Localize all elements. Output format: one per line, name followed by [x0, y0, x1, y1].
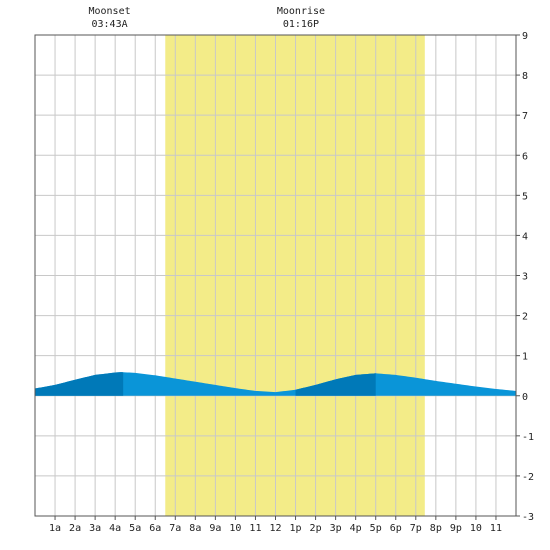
x-tick-label: 3a — [89, 523, 101, 534]
x-tick-label: 6a — [149, 523, 161, 534]
x-tick-label: 7a — [169, 523, 181, 534]
y-tick-label: -1 — [522, 432, 534, 443]
y-tick-label: 8 — [522, 71, 528, 82]
x-tick-label: 3p — [330, 523, 342, 534]
x-tick-label: 9p — [450, 523, 462, 534]
x-tick-label: 4p — [350, 523, 362, 534]
x-tick-label: 8a — [189, 523, 201, 534]
y-tick-label: 7 — [522, 111, 528, 122]
x-tick-label: 7p — [410, 523, 422, 534]
y-tick-label: 1 — [522, 352, 528, 363]
moon-event-label: Moonset — [88, 6, 130, 17]
y-tick-label: 4 — [522, 231, 528, 242]
moon-event-label: Moonrise — [277, 6, 325, 17]
y-tick-label: 3 — [522, 272, 528, 283]
x-tick-label: 10 — [470, 523, 482, 534]
tide-area-dark-segment — [35, 372, 124, 396]
x-tick-label: 8p — [430, 523, 442, 534]
y-tick-label: 0 — [522, 392, 528, 403]
x-tick-label: 4a — [109, 523, 121, 534]
moon-event-time: 03:43A — [91, 19, 127, 30]
moon-event-time: 01:16P — [283, 19, 319, 30]
x-tick-label: 6p — [390, 523, 402, 534]
x-tick-label: 5p — [370, 523, 382, 534]
x-tick-label: 1p — [290, 523, 302, 534]
x-tick-label: 1a — [49, 523, 61, 534]
x-tick-label: 2a — [69, 523, 81, 534]
x-tick-label: 2p — [310, 523, 322, 534]
y-tick-label: -2 — [522, 472, 534, 483]
x-tick-label: 11 — [490, 523, 502, 534]
x-tick-label: 5a — [129, 523, 141, 534]
y-tick-label: 2 — [522, 312, 528, 323]
x-tick-label: 11 — [249, 523, 261, 534]
y-tick-label: 5 — [522, 191, 528, 202]
y-tick-label: -3 — [522, 512, 534, 523]
tide-area-dark-segment — [295, 373, 376, 396]
x-tick-label: 9a — [209, 523, 221, 534]
tide-area — [35, 372, 516, 396]
y-tick-label: 9 — [522, 31, 528, 42]
x-tick-label: 10 — [229, 523, 241, 534]
x-tick-label: 12 — [269, 523, 281, 534]
y-tick-label: 6 — [522, 151, 528, 162]
